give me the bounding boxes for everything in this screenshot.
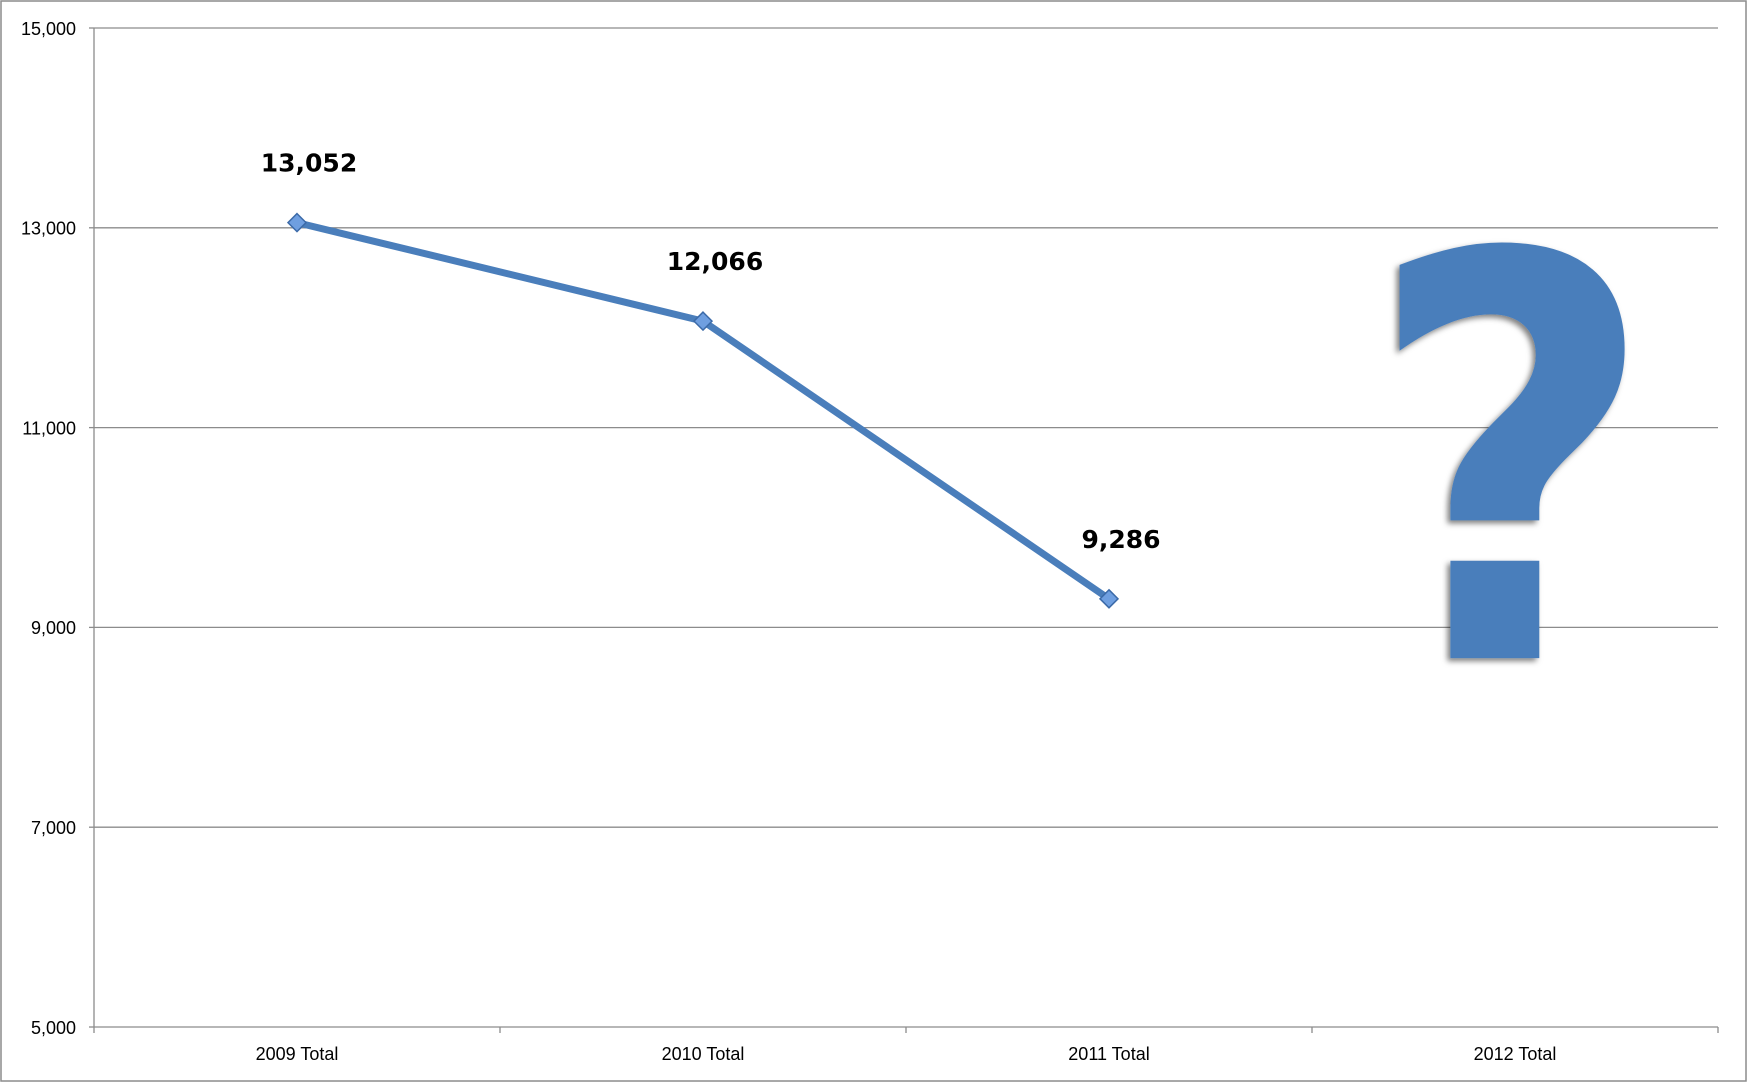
data-label: 9,286 xyxy=(1081,525,1160,554)
x-tick-label: 2009 Total xyxy=(256,1044,339,1064)
data-label: 13,052 xyxy=(261,149,357,178)
x-tick-label: 2010 Total xyxy=(662,1044,745,1064)
y-tick-label: 11,000 xyxy=(22,418,76,438)
line xyxy=(296,219,1111,602)
y-tick-label: 5,000 xyxy=(31,1018,76,1038)
y-tick-label: 7,000 xyxy=(31,818,76,838)
y-tick-label: 13,000 xyxy=(21,219,76,239)
data-label: 12,066 xyxy=(667,247,763,276)
marker xyxy=(692,311,714,332)
x-tick-label: 2012 Total xyxy=(1474,1044,1557,1064)
marker xyxy=(286,212,308,233)
annotation: ? xyxy=(1365,139,1657,791)
marker xyxy=(1098,588,1120,609)
y-tick-label: 9,000 xyxy=(31,618,76,638)
y-tick-label: 15,000 xyxy=(21,19,76,39)
x-tick-label: 2011 Total xyxy=(1068,1044,1149,1064)
